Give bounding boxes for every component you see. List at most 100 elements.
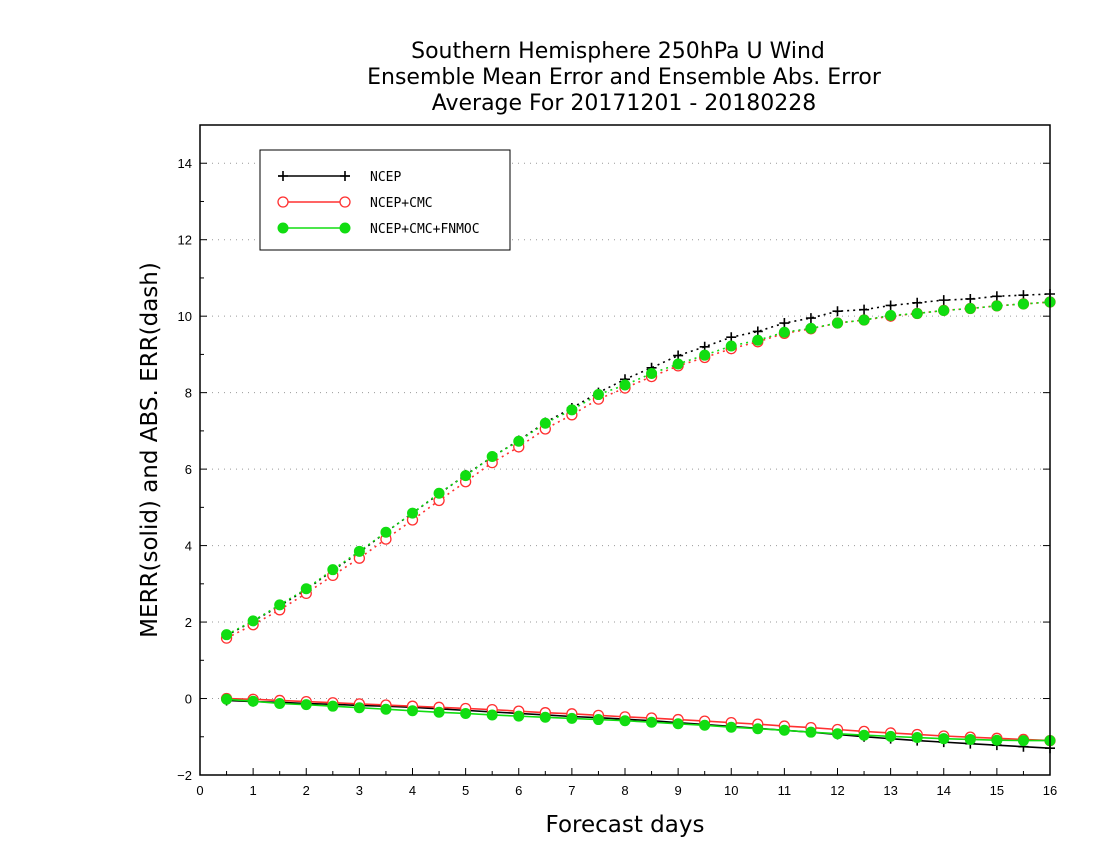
y-tick-label: 2 (185, 615, 192, 630)
x-tick-label: 16 (1043, 783, 1057, 798)
data-point (433, 487, 445, 499)
data-point (805, 322, 817, 334)
data-point (407, 507, 418, 519)
x-tick-label: 14 (937, 783, 951, 798)
data-point (938, 295, 949, 306)
data-point (938, 733, 950, 745)
data-point (353, 545, 365, 557)
x-tick-label: 3 (356, 783, 363, 798)
y-tick-label: 14 (178, 156, 192, 171)
data-point (274, 599, 286, 611)
abs-err-line (226, 301, 1051, 636)
data-point (832, 306, 843, 317)
x-tick-label: 1 (250, 783, 257, 798)
abs-err-line (226, 293, 1051, 637)
data-point (832, 317, 843, 329)
data-point (911, 732, 923, 744)
data-point (859, 304, 870, 315)
data-point (832, 728, 843, 740)
x-tick-label: 4 (409, 783, 416, 798)
data-point (779, 318, 790, 329)
data-point (912, 297, 923, 308)
x-tick-label: 2 (303, 783, 310, 798)
grid-lines (200, 162, 1050, 776)
data-point (672, 358, 684, 370)
data-point (778, 326, 790, 338)
data-point (539, 417, 551, 429)
abs-err-line (226, 301, 1051, 639)
data-point (964, 733, 976, 745)
data-point (486, 709, 498, 721)
x-tick-label: 15 (990, 783, 1004, 798)
series-layer (220, 289, 1056, 754)
legend-item: NCEP+CMC+FNMOC (277, 222, 480, 237)
chart-title: Southern Hemisphere 250hPa U Wind Ensemb… (367, 39, 882, 116)
data-point (965, 293, 976, 304)
data-point (1017, 298, 1029, 310)
data-point (277, 196, 289, 208)
y-tick-label: 10 (178, 309, 192, 324)
data-point (221, 693, 233, 705)
x-tick-label: 11 (778, 783, 792, 798)
data-point (672, 718, 684, 730)
y-axis-label: MERR(solid) and ABS. ERR(dash) (137, 262, 163, 638)
legend-item: NCEP (278, 170, 401, 185)
legend-box (259, 149, 511, 251)
data-point (964, 303, 976, 315)
y-tick-label: −2 (177, 768, 192, 783)
data-point (278, 171, 288, 181)
data-point (1017, 735, 1029, 747)
data-point (885, 300, 896, 311)
data-point (353, 702, 365, 714)
x-tick-label: 8 (621, 783, 628, 798)
data-point (277, 222, 289, 234)
data-point (460, 707, 472, 719)
data-point (699, 719, 711, 731)
x-tick-label: 7 (568, 783, 575, 798)
data-point (327, 700, 339, 712)
y-tick-label: 4 (185, 539, 192, 554)
series-ncep-cmc-fnmoc (221, 296, 1056, 747)
data-point (885, 309, 897, 321)
data-point (407, 705, 418, 717)
data-point (858, 314, 870, 326)
data-point (327, 564, 339, 576)
data-point (339, 222, 351, 234)
data-point (247, 615, 259, 627)
y-tick-label: 0 (185, 692, 192, 707)
data-point (592, 389, 604, 401)
chart-title-line-1: Southern Hemisphere 250hPa U Wind (411, 39, 825, 64)
data-point (300, 583, 312, 595)
x-tick-label: 10 (724, 783, 738, 798)
data-point (247, 695, 259, 707)
data-point (460, 470, 472, 482)
data-point (619, 379, 631, 391)
data-point (885, 730, 897, 742)
data-point (699, 349, 711, 361)
data-point (752, 334, 764, 346)
x-tick-label: 0 (196, 783, 203, 798)
data-point (646, 368, 658, 380)
series-ncep (221, 289, 1055, 754)
data-point (991, 291, 1002, 302)
data-point (991, 734, 1003, 746)
data-point (752, 723, 764, 735)
y-tick-label: 8 (185, 386, 192, 401)
x-tick-label: 9 (675, 783, 682, 798)
y-tick-label: 6 (185, 462, 192, 477)
data-point (805, 726, 817, 738)
data-point (805, 313, 816, 324)
data-point (858, 729, 870, 741)
data-point (486, 451, 498, 462)
data-point (566, 404, 578, 416)
data-point (513, 710, 525, 722)
chart-title-line-2: Ensemble Mean Error and Ensemble Abs. Er… (367, 65, 882, 90)
data-point (911, 308, 923, 319)
data-point (380, 703, 392, 715)
data-point (778, 724, 790, 736)
legend-label: NCEP (370, 170, 401, 185)
x-axis-label: Forecast days (546, 812, 705, 838)
series-ncep-cmc (220, 296, 1056, 747)
legend-label: NCEP+CMC (370, 196, 433, 211)
